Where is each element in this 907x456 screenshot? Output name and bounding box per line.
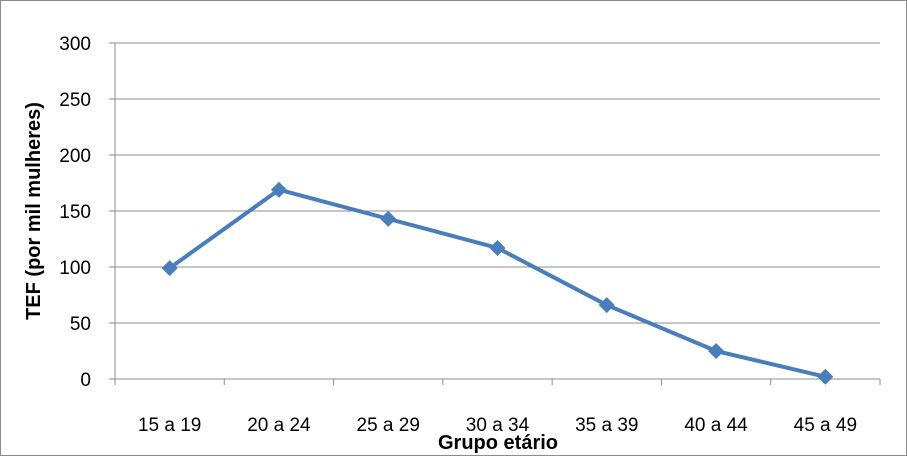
y-tick-label-50: 50 (70, 314, 91, 335)
x-tick-label-5: 40 a 44 (684, 415, 748, 436)
x-tick-label-3: 30 a 34 (466, 415, 530, 436)
x-tick-labels: 15 a 19 20 a 24 25 a 29 30 a 34 35 a 39 40 a … (138, 415, 857, 436)
y-tick-label-250: 250 (59, 90, 91, 111)
series-group (161, 181, 834, 385)
axes (114, 43, 881, 385)
y-axis-title: TEF (por mil mulheres) (23, 102, 45, 320)
y-tick-label-150: 150 (59, 202, 91, 223)
data-point-2 (380, 210, 397, 227)
y-tick-labels: 0 50 100 150 200 250 300 (59, 34, 91, 391)
data-point-4 (598, 297, 615, 314)
data-point-0 (161, 260, 178, 277)
data-point-6 (817, 368, 834, 385)
x-tick-label-6: 45 a 49 (794, 415, 857, 436)
x-tick-label-0: 15 a 19 (138, 415, 201, 436)
y-tick-label-300: 300 (59, 34, 91, 55)
x-tick-label-2: 25 a 29 (357, 415, 420, 436)
x-axis-title: Grupo etário (438, 432, 558, 454)
y-tick-label-0: 0 (80, 370, 91, 391)
data-point-1 (270, 181, 287, 198)
gridlines (109, 42, 880, 380)
y-tick-label-200: 200 (59, 146, 91, 167)
data-point-5 (708, 343, 725, 359)
y-tick-label-100: 100 (59, 258, 91, 279)
series-line-0 (168, 187, 826, 379)
x-tick-label-1: 20 a 24 (247, 415, 311, 436)
x-tick-label-4: 35 a 39 (575, 415, 638, 436)
data-point-3 (489, 239, 506, 256)
